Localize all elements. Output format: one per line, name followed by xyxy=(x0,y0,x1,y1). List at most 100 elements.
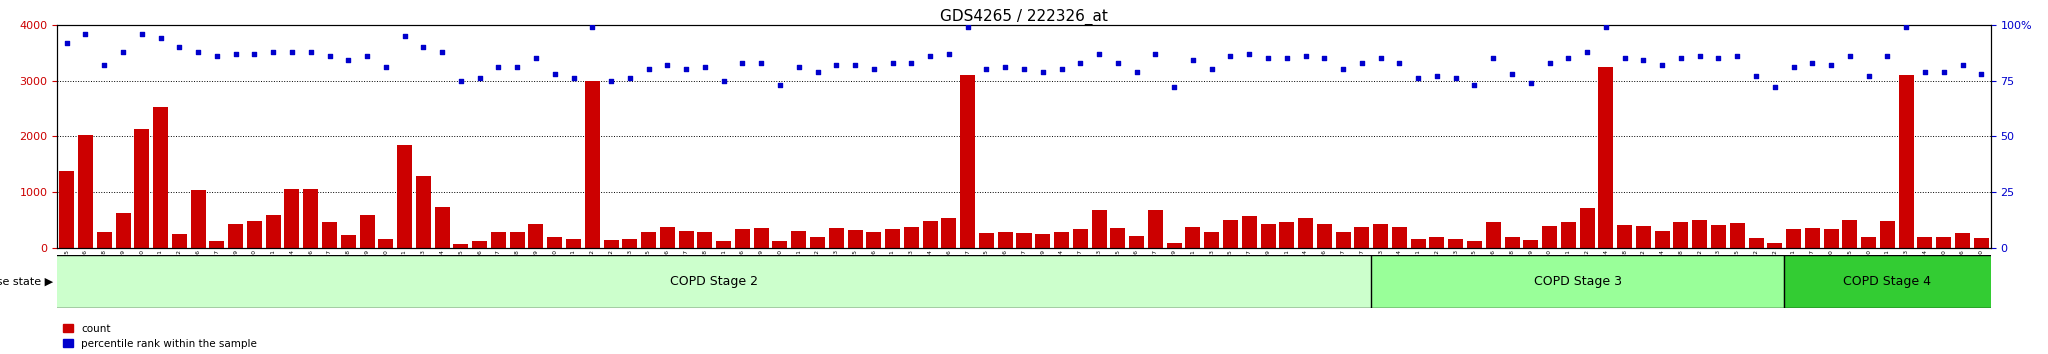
Bar xyxy=(135,129,150,248)
Point xyxy=(1720,53,1753,59)
Point xyxy=(1364,55,1397,61)
Bar xyxy=(586,80,600,248)
Point xyxy=(707,78,739,83)
Point xyxy=(182,49,215,55)
Point xyxy=(1833,53,1866,59)
Bar xyxy=(1935,236,1952,248)
Bar xyxy=(154,107,168,248)
Bar xyxy=(1731,223,1745,248)
Point xyxy=(1382,60,1415,65)
Bar xyxy=(1092,210,1106,248)
Point xyxy=(1647,62,1679,68)
Bar xyxy=(453,245,469,248)
Bar xyxy=(604,240,618,248)
Bar xyxy=(772,241,788,248)
Bar xyxy=(1710,225,1726,248)
Point xyxy=(1026,69,1059,74)
Point xyxy=(1759,84,1792,90)
Point xyxy=(1927,69,1960,74)
Point xyxy=(727,60,760,65)
Point xyxy=(1534,60,1567,65)
Bar xyxy=(1597,67,1614,248)
Point xyxy=(201,53,233,59)
Bar xyxy=(1147,210,1163,248)
Point xyxy=(932,51,965,57)
Point xyxy=(1421,73,1454,79)
Point xyxy=(1552,55,1585,61)
Bar xyxy=(1186,227,1200,248)
Bar xyxy=(1655,230,1669,248)
Point xyxy=(670,67,702,72)
Point xyxy=(1626,58,1659,63)
Point xyxy=(444,78,477,83)
Bar xyxy=(322,222,338,248)
Bar xyxy=(1843,221,1858,248)
Point xyxy=(1440,75,1473,81)
Bar xyxy=(866,232,881,248)
Bar xyxy=(885,229,901,248)
Bar xyxy=(903,227,920,248)
Point xyxy=(539,71,571,77)
Bar xyxy=(227,224,244,248)
Bar xyxy=(1241,216,1257,248)
Bar xyxy=(1335,232,1350,248)
Bar xyxy=(698,232,713,248)
Point xyxy=(633,67,666,72)
Bar xyxy=(1561,222,1575,248)
Point xyxy=(256,49,289,55)
Bar xyxy=(1260,224,1276,248)
Point xyxy=(389,33,422,39)
Bar xyxy=(1073,229,1087,248)
Bar xyxy=(1128,235,1145,248)
Bar xyxy=(641,232,655,248)
Bar xyxy=(1786,229,1800,248)
Point xyxy=(1513,80,1546,86)
Bar xyxy=(1204,232,1219,248)
Bar xyxy=(1372,255,1784,308)
Point xyxy=(1815,62,1847,68)
Bar xyxy=(340,235,356,248)
Bar xyxy=(96,232,113,248)
Point xyxy=(1120,69,1153,74)
Bar xyxy=(811,236,825,248)
Bar xyxy=(1448,239,1462,248)
Point xyxy=(1083,51,1116,57)
Point xyxy=(143,35,176,41)
Bar xyxy=(1692,221,1708,248)
Point xyxy=(125,31,158,36)
Bar xyxy=(1430,237,1444,248)
Point xyxy=(313,53,346,59)
Text: disease state ▶: disease state ▶ xyxy=(0,276,53,286)
Bar xyxy=(473,241,487,248)
Point xyxy=(745,60,778,65)
Point xyxy=(1157,84,1190,90)
Point xyxy=(520,55,553,61)
Point xyxy=(877,60,909,65)
Point xyxy=(1251,55,1284,61)
Point xyxy=(594,78,627,83)
Point xyxy=(1665,55,1698,61)
Point xyxy=(1890,24,1923,30)
Bar xyxy=(1618,225,1632,248)
Point xyxy=(1176,58,1208,63)
Bar xyxy=(1524,240,1538,248)
Point xyxy=(895,60,928,65)
Point xyxy=(1233,51,1266,57)
Bar xyxy=(1223,221,1237,248)
Bar xyxy=(303,189,317,248)
Point xyxy=(1683,53,1716,59)
Point xyxy=(782,64,815,70)
Bar xyxy=(1823,229,1839,248)
Bar xyxy=(78,135,92,248)
Bar xyxy=(1784,255,1991,308)
Point xyxy=(463,75,496,81)
Point xyxy=(1571,49,1604,55)
Point xyxy=(276,49,309,55)
Bar xyxy=(59,171,74,248)
Point xyxy=(1608,55,1640,61)
Point xyxy=(952,24,985,30)
Point xyxy=(1102,60,1135,65)
Bar xyxy=(547,236,563,248)
Point xyxy=(88,62,121,68)
Bar xyxy=(266,216,281,248)
